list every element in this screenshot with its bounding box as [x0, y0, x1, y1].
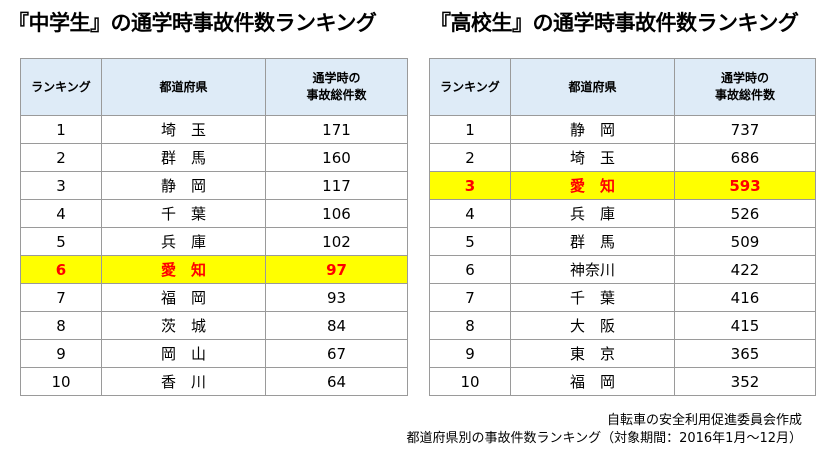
rank-cell: 7 [429, 283, 511, 312]
accident-count-cell: 97 [265, 255, 408, 284]
prefecture-cell: 兵 庫 [101, 227, 266, 256]
prefecture-cell: 福 岡 [510, 367, 675, 396]
table-row: 10 福 岡 352 [429, 367, 816, 396]
source-credit: 自転車の安全利用促進委員会作成 [606, 413, 802, 428]
rank-cell: 8 [20, 311, 102, 340]
prefecture-column-header: 都道府県 [510, 58, 675, 116]
accident-count-cell: 67 [265, 339, 408, 368]
rank-cell: 5 [429, 227, 511, 256]
count-header-line-1: 通学時の [720, 71, 769, 85]
accident-count-cell: 84 [265, 311, 408, 340]
accident-count-cell: 93 [265, 283, 408, 312]
rank-cell: 6 [20, 255, 102, 284]
prefecture-cell: 埼 玉 [510, 143, 675, 172]
rank-cell: 7 [20, 283, 102, 312]
prefecture-cell: 福 岡 [101, 283, 266, 312]
rank-column-header: ランキング [429, 58, 511, 116]
rank-cell: 4 [20, 199, 102, 228]
accident-count-cell: 593 [674, 171, 816, 200]
high-school-ranking-title: 『高校生』の通学時事故件数ランキング [430, 11, 799, 35]
table-header-row: ランキング 都道府県 通学時の 事故総件数 [20, 58, 408, 116]
accident-count-cell: 117 [265, 171, 408, 200]
accident-count-cell: 106 [265, 199, 408, 228]
count-header-line-1: 通学時の [312, 71, 361, 85]
prefecture-cell: 愛 知 [101, 255, 266, 284]
table-row: 6 神奈川 422 [429, 255, 816, 284]
rank-cell: 3 [20, 171, 102, 200]
accident-count-cell: 415 [674, 311, 816, 340]
rank-cell: 5 [20, 227, 102, 256]
rank-cell: 10 [20, 367, 102, 396]
accident-count-cell: 102 [265, 227, 408, 256]
accident-count-cell: 416 [674, 283, 816, 312]
prefecture-cell: 群 馬 [101, 143, 266, 172]
rank-cell: 8 [429, 311, 511, 340]
accident-count-cell: 526 [674, 199, 816, 228]
prefecture-cell: 群 馬 [510, 227, 675, 256]
rank-cell: 1 [429, 115, 511, 144]
accident-count-cell: 64 [265, 367, 408, 396]
accident-count-cell: 686 [674, 143, 816, 172]
rank-cell: 9 [20, 339, 102, 368]
rank-cell: 3 [429, 171, 511, 200]
prefecture-cell: 静 岡 [101, 171, 266, 200]
rank-cell: 2 [429, 143, 511, 172]
accident-count-column-header: 通学時の 事故総件数 [265, 58, 408, 116]
accident-count-cell: 509 [674, 227, 816, 256]
prefecture-cell: 岡 山 [101, 339, 266, 368]
prefecture-cell: 大 阪 [510, 311, 675, 340]
rank-cell: 6 [429, 255, 511, 284]
prefecture-cell: 茨 城 [101, 311, 266, 340]
accident-count-column-header: 通学時の 事故総件数 [674, 58, 816, 116]
data-period-note: 都道府県別の事故件数ランキング（対象期間：2016年1月～12月） [406, 431, 802, 446]
prefecture-cell: 埼 玉 [101, 115, 266, 144]
rank-cell: 4 [429, 199, 511, 228]
prefecture-column-header: 都道府県 [101, 58, 266, 116]
prefecture-cell: 静 岡 [510, 115, 675, 144]
accident-count-cell: 422 [674, 255, 816, 284]
accident-count-cell: 737 [674, 115, 816, 144]
count-header-line-2: 事故総件数 [714, 88, 775, 102]
accident-count-cell: 160 [265, 143, 408, 172]
prefecture-cell: 神奈川 [510, 255, 675, 284]
table-row: 10 香 川 64 [20, 367, 408, 396]
rank-column-header: ランキング [20, 58, 102, 116]
accident-count-cell: 365 [674, 339, 816, 368]
table-header-row: ランキング 都道府県 通学時の 事故総件数 [429, 58, 816, 116]
rank-cell: 1 [20, 115, 102, 144]
accident-count-cell: 171 [265, 115, 408, 144]
prefecture-cell: 香 川 [101, 367, 266, 396]
accident-count-cell: 352 [674, 367, 816, 396]
prefecture-cell: 千 葉 [101, 199, 266, 228]
prefecture-cell: 東 京 [510, 339, 675, 368]
rank-cell: 9 [429, 339, 511, 368]
rank-cell: 2 [20, 143, 102, 172]
junior-high-ranking-title: 『中学生』の通学時事故件数ランキング [8, 11, 377, 35]
rank-cell: 10 [429, 367, 511, 396]
count-header-line-2: 事故総件数 [306, 88, 367, 102]
prefecture-cell: 愛 知 [510, 171, 675, 200]
prefecture-cell: 千 葉 [510, 283, 675, 312]
prefecture-cell: 兵 庫 [510, 199, 675, 228]
